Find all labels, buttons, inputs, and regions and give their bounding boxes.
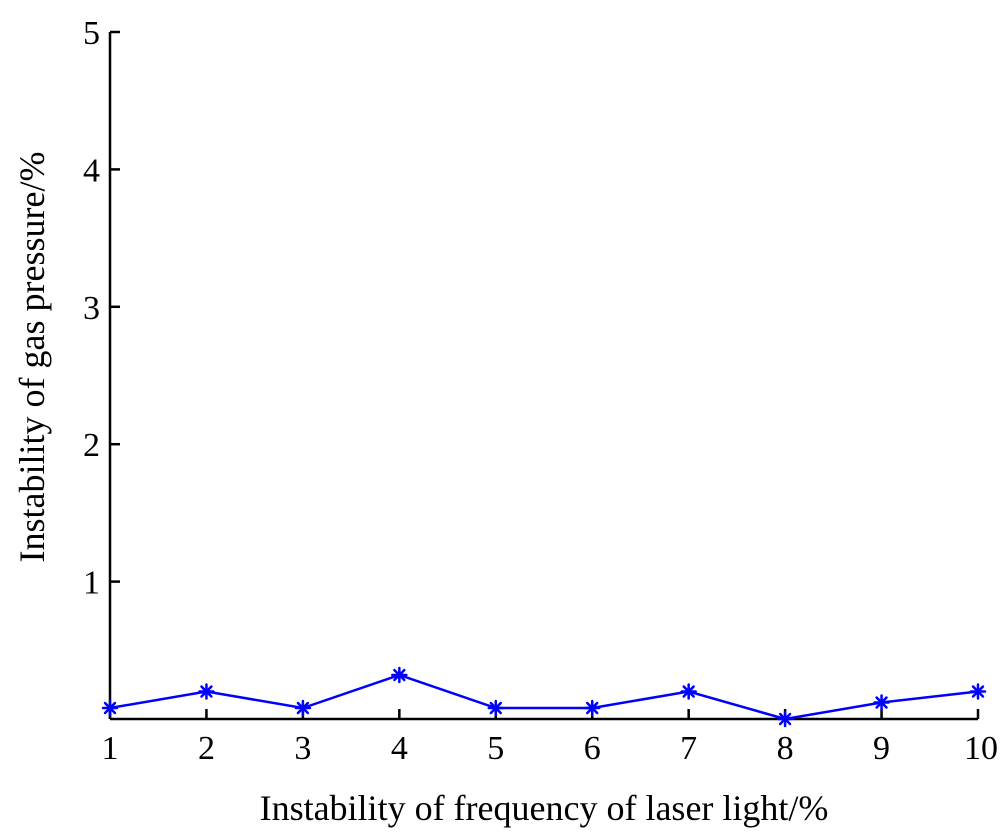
x-tick-label: 3 xyxy=(294,730,311,767)
data-point xyxy=(487,699,505,717)
x-tick-label: 1 xyxy=(102,730,119,767)
data-point xyxy=(776,710,794,728)
y-tick-label: 4 xyxy=(83,152,100,189)
data-point xyxy=(680,683,697,700)
x-tick-label: 9 xyxy=(873,730,890,767)
x-tick-label: 6 xyxy=(584,730,601,767)
y-tick-label: 3 xyxy=(83,290,100,327)
data-point xyxy=(101,699,119,717)
y-axis-title: Instability of gas pressure/% xyxy=(12,152,52,563)
x-tick-label: 7 xyxy=(680,730,697,767)
series-line xyxy=(109,673,979,721)
x-tick-label: 2 xyxy=(198,730,215,767)
series-layer xyxy=(101,666,987,728)
x-tick-label: 10 xyxy=(964,730,998,767)
data-point xyxy=(969,683,987,700)
y-tick-label: 1 xyxy=(83,565,100,602)
x-tick-label: 4 xyxy=(391,730,408,767)
data-point xyxy=(583,699,601,717)
x-tick-label: 5 xyxy=(487,730,504,767)
x-axis-title: Instability of frequency of laser light/… xyxy=(260,788,829,828)
data-point xyxy=(198,683,215,700)
x-tick-label: 8 xyxy=(777,730,794,767)
x-axis-ticks: 1 2 3 4 5 6 7 8 9 10 xyxy=(102,709,998,767)
data-point xyxy=(294,699,312,717)
data-point xyxy=(873,694,890,711)
y-axis-ticks: 1 2 3 4 5 xyxy=(83,15,120,602)
data-point xyxy=(391,666,408,684)
y-tick-label: 2 xyxy=(83,427,100,464)
y-tick-label: 5 xyxy=(83,15,100,52)
